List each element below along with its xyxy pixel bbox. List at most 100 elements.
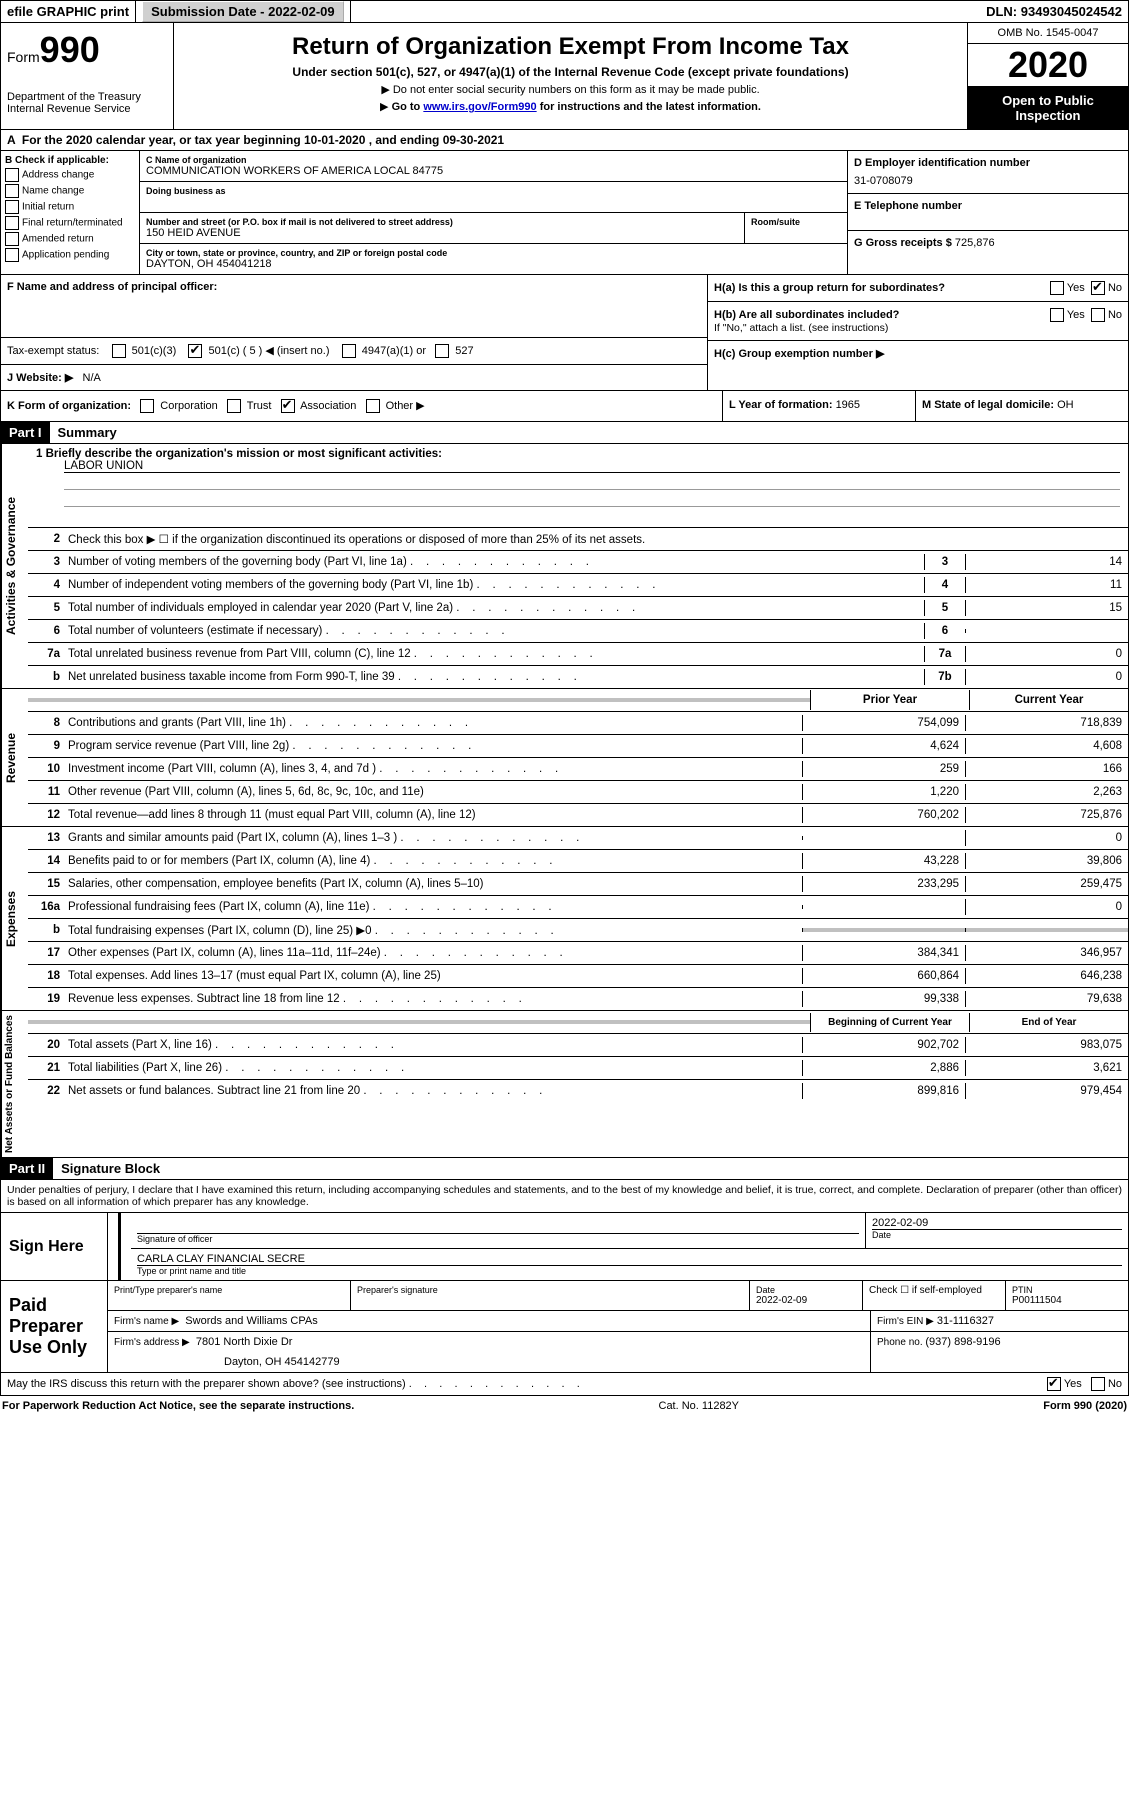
mission-block: 1 Briefly describe the organization's mi… bbox=[28, 444, 1128, 528]
prep-name-label: Print/Type preparer's name bbox=[108, 1281, 351, 1310]
cb-501c[interactable] bbox=[188, 344, 202, 358]
ag-section: Activities & Governance 1 Briefly descri… bbox=[0, 444, 1129, 689]
part2-header: Part II Signature Block bbox=[0, 1158, 1129, 1180]
submission-cell: Submission Date - 2022-02-09 bbox=[136, 1, 351, 22]
header-center: Return of Organization Exempt From Incom… bbox=[174, 23, 968, 129]
officer-sig-cell: Signature of officer bbox=[131, 1213, 866, 1248]
irs-label: Internal Revenue Service bbox=[7, 103, 167, 115]
expenses-section: Expenses 13 Grants and similar amounts p… bbox=[0, 827, 1129, 1011]
form990-link[interactable]: www.irs.gov/Form990 bbox=[423, 101, 536, 113]
cb-corp[interactable] bbox=[140, 399, 154, 413]
ha-yes[interactable] bbox=[1050, 281, 1064, 295]
firm-ein-cell: Firm's EIN ▶ 31-1116327 bbox=[871, 1311, 1128, 1331]
submission-button[interactable]: Submission Date - 2022-02-09 bbox=[142, 1, 344, 22]
cb-pending[interactable]: Application pending bbox=[5, 248, 135, 262]
header-row: Form990 Department of the Treasury Inter… bbox=[0, 23, 1129, 130]
form-subtitle: Under section 501(c), 527, or 4947(a)(1)… bbox=[180, 65, 961, 79]
sig-date-cell: 2022-02-09 Date bbox=[866, 1213, 1128, 1248]
below-right: H(a) Is this a group return for subordin… bbox=[708, 275, 1128, 390]
form-number: Form990 bbox=[7, 29, 167, 71]
net-header: Beginning of Current Year End of Year bbox=[28, 1011, 1128, 1034]
cb-final[interactable]: Final return/terminated bbox=[5, 216, 135, 230]
line-21: 21 Total liabilities (Part X, line 26) 2… bbox=[28, 1057, 1128, 1080]
line-9: 9 Program service revenue (Part VIII, li… bbox=[28, 735, 1128, 758]
instructions-link-row: ▶ Go to www.irs.gov/Form990 for instruct… bbox=[180, 100, 961, 113]
line-4: 4 Number of independent voting members o… bbox=[28, 574, 1128, 597]
cb-other[interactable] bbox=[366, 399, 380, 413]
part2-badge: Part II bbox=[1, 1158, 53, 1179]
prep-sig-label: Preparer's signature bbox=[351, 1281, 750, 1310]
address-row: Number and street (or P.O. box if mail i… bbox=[140, 213, 847, 244]
line-13: 13 Grants and similar amounts paid (Part… bbox=[28, 827, 1128, 850]
firm-phone-cell: Phone no. (937) 898-9196 bbox=[871, 1332, 1128, 1372]
footer: For Paperwork Reduction Act Notice, see … bbox=[0, 1396, 1129, 1416]
prep-date-cell: Date 2022-02-09 bbox=[750, 1281, 863, 1310]
addr-label: Number and street (or P.O. box if mail i… bbox=[146, 217, 738, 227]
part1-header: Part I Summary bbox=[0, 422, 1129, 444]
addr-value: 150 HEID AVENUE bbox=[146, 227, 738, 239]
m-state: M State of legal domicile: OH bbox=[916, 391, 1128, 421]
line-17: 17 Other expenses (Part IX, column (A), … bbox=[28, 942, 1128, 965]
vert-ag: Activities & Governance bbox=[1, 444, 28, 688]
below-left: F Name and address of principal officer:… bbox=[1, 275, 708, 390]
phone-cell: E Telephone number bbox=[848, 194, 1128, 231]
discuss-text: May the IRS discuss this return with the… bbox=[7, 1378, 1047, 1390]
omb-number: OMB No. 1545-0047 bbox=[968, 23, 1128, 44]
hc-row: H(c) Group exemption number ▶ bbox=[708, 341, 1128, 366]
cb-name[interactable]: Name change bbox=[5, 184, 135, 198]
part2-title: Signature Block bbox=[53, 1158, 168, 1179]
penalty-statement: Under penalties of perjury, I declare th… bbox=[0, 1180, 1129, 1213]
paid-preparer-section: Paid Preparer Use Only Print/Type prepar… bbox=[0, 1281, 1129, 1373]
line-6: 6 Total number of volunteers (estimate i… bbox=[28, 620, 1128, 643]
cb-4947[interactable] bbox=[342, 344, 356, 358]
cb-assoc[interactable] bbox=[281, 399, 295, 413]
col-b: B Check if applicable: Address change Na… bbox=[1, 151, 140, 274]
paperwork-notice: For Paperwork Reduction Act Notice, see … bbox=[2, 1400, 354, 1412]
ein-cell: D Employer identification number 31-0708… bbox=[848, 151, 1128, 194]
net-section: Net Assets or Fund Balances Beginning of… bbox=[0, 1011, 1129, 1158]
line-14: 14 Benefits paid to or for members (Part… bbox=[28, 850, 1128, 873]
vert-rev: Revenue bbox=[1, 689, 28, 826]
firm-name-cell: Firm's name ▶ Swords and Williams CPAs bbox=[108, 1311, 871, 1331]
ha-row: H(a) Is this a group return for subordin… bbox=[708, 275, 1128, 302]
officer-cell: F Name and address of principal officer: bbox=[1, 275, 707, 338]
website-row: J Website: ▶ N/A bbox=[1, 365, 707, 390]
discuss-no[interactable] bbox=[1091, 1377, 1105, 1391]
line-18: 18 Total expenses. Add lines 13–17 (must… bbox=[28, 965, 1128, 988]
line-20: 20 Total assets (Part X, line 16) 902,70… bbox=[28, 1034, 1128, 1057]
cb-501c3[interactable] bbox=[112, 344, 126, 358]
line-b: b Total fundraising expenses (Part IX, c… bbox=[28, 919, 1128, 942]
cb-trust[interactable] bbox=[227, 399, 241, 413]
mission-value: LABOR UNION bbox=[64, 460, 1120, 473]
self-employed-cell[interactable]: Check ☐ if self-employed bbox=[863, 1281, 1006, 1310]
line-8: 8 Contributions and grants (Part VIII, l… bbox=[28, 712, 1128, 735]
org-name-cell: C Name of organization COMMUNICATION WOR… bbox=[140, 151, 847, 182]
b-label: B Check if applicable: bbox=[5, 155, 109, 166]
dba-cell: Doing business as bbox=[140, 182, 847, 213]
line-10: 10 Investment income (Part VIII, column … bbox=[28, 758, 1128, 781]
cat-no: Cat. No. 11282Y bbox=[659, 1400, 740, 1412]
ptin-cell: PTIN P00111504 bbox=[1006, 1281, 1128, 1310]
ha-no[interactable] bbox=[1091, 281, 1105, 295]
hb-yes[interactable] bbox=[1050, 308, 1064, 322]
vert-exp: Expenses bbox=[1, 827, 28, 1010]
part1-title: Summary bbox=[50, 422, 125, 443]
dln-cell: DLN: 93493045024542 bbox=[980, 1, 1128, 22]
col-d: D Employer identification number 31-0708… bbox=[848, 151, 1128, 274]
discuss-yes[interactable] bbox=[1047, 1377, 1061, 1391]
cb-address[interactable]: Address change bbox=[5, 168, 135, 182]
hb-no[interactable] bbox=[1091, 308, 1105, 322]
line-3: 3 Number of voting members of the govern… bbox=[28, 551, 1128, 574]
col-c: C Name of organization COMMUNICATION WOR… bbox=[140, 151, 848, 274]
row-a: A For the 2020 calendar year, or tax yea… bbox=[0, 130, 1129, 151]
section-b: B Check if applicable: Address change Na… bbox=[0, 151, 1129, 275]
cb-amended[interactable]: Amended return bbox=[5, 232, 135, 246]
line-b: b Net unrelated business taxable income … bbox=[28, 666, 1128, 688]
line-7a: 7a Total unrelated business revenue from… bbox=[28, 643, 1128, 666]
city-cell: City or town, state or province, country… bbox=[140, 244, 847, 274]
sign-here-section: Sign Here Signature of officer 2022-02-0… bbox=[0, 1213, 1129, 1281]
cb-initial[interactable]: Initial return bbox=[5, 200, 135, 214]
cb-527[interactable] bbox=[435, 344, 449, 358]
line-12: 12 Total revenue—add lines 8 through 11 … bbox=[28, 804, 1128, 826]
hb-note: If "No," attach a list. (see instruction… bbox=[714, 322, 1122, 334]
